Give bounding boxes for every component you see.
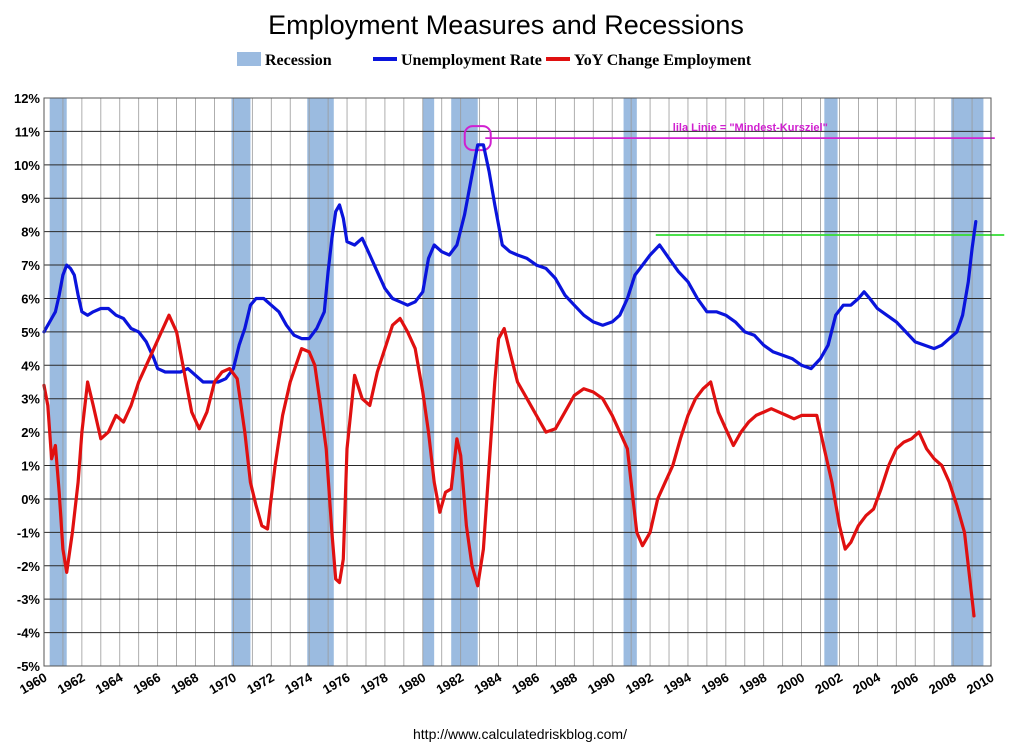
x-tick-label: 2006 xyxy=(888,670,921,697)
x-tick-label: 1988 xyxy=(547,670,580,697)
y-tick-label: 2% xyxy=(21,425,40,440)
legend: Recession Unemployment Rate YoY Change Emp… xyxy=(237,52,752,69)
x-tick-label: 1980 xyxy=(396,670,429,697)
recession-band xyxy=(49,98,67,666)
y-tick-label: 6% xyxy=(21,291,40,306)
y-tick-label: -1% xyxy=(17,525,41,540)
y-tick-label: -2% xyxy=(17,559,41,574)
recession-band xyxy=(422,98,435,666)
y-tick-label: 12% xyxy=(14,91,40,106)
source-url: http://www.calculatedriskblog.com/ xyxy=(413,726,627,742)
x-tick-label: 1970 xyxy=(206,670,239,697)
legend-label: Recession xyxy=(265,52,332,69)
y-tick-label: -5% xyxy=(17,659,41,674)
chart-title: Employment Measures and Recessions xyxy=(268,10,744,40)
x-tick-label: 2004 xyxy=(850,669,883,697)
x-tick-label: 1962 xyxy=(55,670,88,697)
legend-swatch-unemployment xyxy=(373,57,397,61)
x-tick-label: 1978 xyxy=(358,670,391,697)
y-tick-label: 3% xyxy=(21,392,40,407)
y-tick-label: 11% xyxy=(15,124,41,139)
legend-swatch-employment xyxy=(546,57,570,61)
y-tick-label: 9% xyxy=(21,191,40,206)
legend-label: YoY Change Employment xyxy=(574,52,752,69)
unemployment-rate-line xyxy=(42,143,978,384)
annotations: lila Linie = "Mindest-Kursziel" xyxy=(463,122,1005,236)
x-tick-label: 2010 xyxy=(964,670,997,697)
recession-band xyxy=(951,98,984,666)
recession-band xyxy=(307,98,334,666)
y-tick-label: 4% xyxy=(21,358,40,373)
recession-band xyxy=(623,98,637,666)
x-tick-label: 2002 xyxy=(812,670,845,697)
recession-band xyxy=(451,98,478,666)
plot-frame xyxy=(43,97,992,667)
yoy-employment-line xyxy=(42,313,976,618)
x-tick-label: 1990 xyxy=(585,670,618,697)
x-tick-label: 1996 xyxy=(699,670,732,697)
recession-band xyxy=(231,98,251,666)
x-tick-label: 1964 xyxy=(93,669,126,697)
y-tick-label: 8% xyxy=(21,225,40,240)
recession-band xyxy=(824,98,838,666)
series-lines xyxy=(42,143,978,618)
y-tick-label: -3% xyxy=(17,592,41,607)
y-tick-label: 7% xyxy=(21,258,40,273)
x-tick-label: 1974 xyxy=(282,669,315,697)
x-tick-label: 1976 xyxy=(320,670,353,697)
x-tick-label: 2008 xyxy=(926,670,959,697)
y-tick-label: 10% xyxy=(14,158,40,173)
x-tick-label: 1984 xyxy=(472,669,505,697)
y-tick-label: 0% xyxy=(21,492,40,507)
annotation-label: lila Linie = "Mindest-Kursziel" xyxy=(673,122,828,134)
x-tick-label: 1972 xyxy=(244,670,277,697)
y-tick-label: 1% xyxy=(21,459,40,474)
x-tick-label: 1986 xyxy=(509,670,542,697)
x-tick-label: 1968 xyxy=(168,670,201,697)
y-tick-label: 5% xyxy=(21,325,40,340)
y-tick-label: -4% xyxy=(17,626,41,641)
x-tick-label: 2000 xyxy=(775,670,808,697)
x-tick-label: 1992 xyxy=(623,670,656,697)
axes: 12% 11% 10% 9% 8% 7% 6% 5% 4% 3% 2% 1% 0% -1% -2% -3% -4… xyxy=(14,91,997,697)
x-tick-label: 1998 xyxy=(737,670,770,697)
x-tick-label: 1994 xyxy=(661,669,694,697)
x-tick-label: 1966 xyxy=(131,670,164,697)
recession-bands xyxy=(49,98,984,666)
legend-label: Unemployment Rate xyxy=(401,52,542,69)
x-tick-label: 1982 xyxy=(434,670,467,697)
legend-swatch-recession xyxy=(237,52,261,66)
